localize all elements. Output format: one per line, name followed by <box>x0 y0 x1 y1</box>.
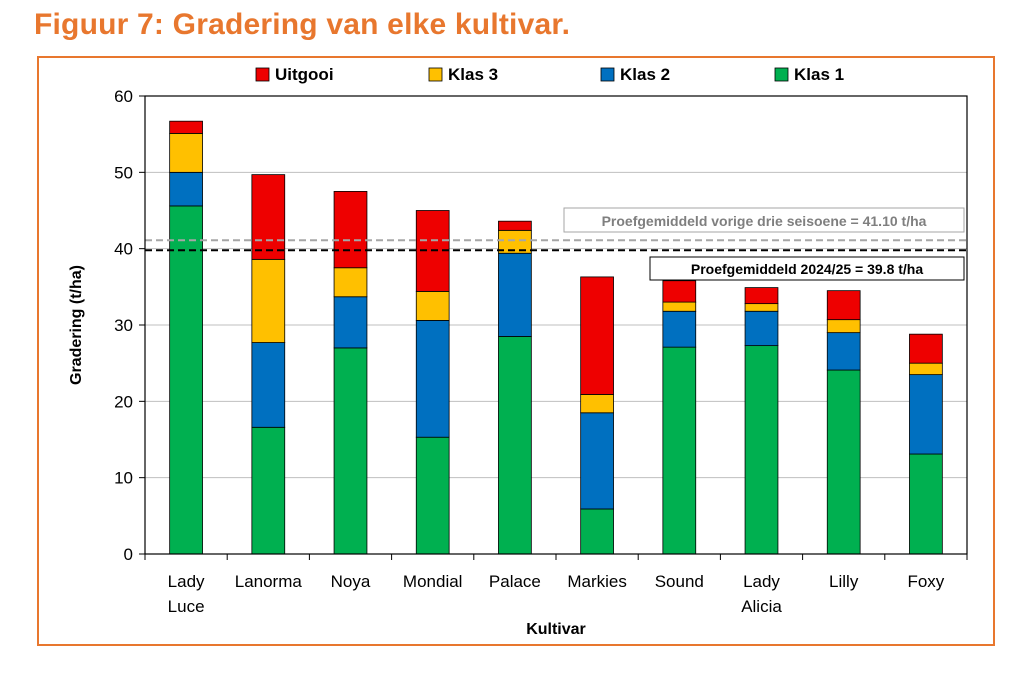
bar-segment <box>333 267 368 298</box>
reference-label-box <box>563 207 965 233</box>
x-tick-label: Foxy <box>907 572 944 591</box>
bar-segment <box>744 345 779 555</box>
legend-label: Uitgooi <box>275 65 334 84</box>
bar-segment <box>826 319 861 334</box>
reference-label-box <box>649 256 965 281</box>
bar-segment <box>662 280 697 303</box>
bar-segment <box>580 508 614 555</box>
y-tick-label: 20 <box>114 392 133 411</box>
x-tick-label: Markies <box>567 572 627 591</box>
legend-label: Klas 3 <box>448 65 498 84</box>
chart-frame: Proefgemiddeld vorige drie seisoene = 41… <box>37 56 995 646</box>
y-tick-label: 60 <box>114 87 133 106</box>
reference-label: Proefgemiddeld vorige drie seisoene = 41… <box>602 213 927 229</box>
bar-segment <box>251 342 286 428</box>
bars <box>169 120 943 555</box>
bar-segment <box>169 133 203 173</box>
bar-segment <box>909 362 943 376</box>
stacked-bar-chart: Proefgemiddeld vorige drie seisoene = 41… <box>68 65 968 638</box>
x-tick-label: Sound <box>655 572 704 591</box>
bar-segment <box>826 290 861 321</box>
bar-segment <box>662 346 697 555</box>
x-tick-label: Palace <box>489 572 541 591</box>
bar-segment <box>333 347 368 555</box>
bar-segment <box>744 303 779 312</box>
bar-segment <box>909 374 943 455</box>
bar-segment <box>580 394 614 414</box>
x-tick-label: Luce <box>168 597 205 616</box>
x-tick-label: Alicia <box>741 597 782 616</box>
bar-segment <box>580 276 614 395</box>
reference-lines: Proefgemiddeld vorige drie seisoene = 41… <box>145 207 967 281</box>
bar-segment <box>580 412 614 510</box>
bar-segment <box>169 205 203 555</box>
x-tick-label: Lady <box>168 572 205 591</box>
bar-segment <box>744 287 779 305</box>
bar-segment <box>169 171 203 207</box>
bar-segment <box>415 291 450 321</box>
reference-label: Proefgemiddeld 2024/25 = 39.8 t/ha <box>691 261 923 277</box>
y-tick-label: 10 <box>114 469 133 488</box>
legend: Uitgooi Klas 3 Klas 2 Klas 1 <box>255 65 844 84</box>
bar-segment <box>909 333 943 364</box>
bar-segment <box>251 426 286 555</box>
y-tick-label: 50 <box>114 163 133 182</box>
bar-segment <box>909 453 943 555</box>
legend-label: Klas 1 <box>794 65 844 84</box>
bar-segment <box>744 310 779 347</box>
x-tick-label: Mondial <box>403 572 463 591</box>
bar-segment <box>333 191 368 269</box>
y-tick-label: 30 <box>114 316 133 335</box>
legend-swatch <box>774 67 789 82</box>
bar-segment <box>251 174 286 260</box>
bar-segment <box>826 369 861 555</box>
bar-segment <box>415 436 450 555</box>
x-tick-label: Lanorma <box>235 572 303 591</box>
legend-swatch <box>255 67 270 82</box>
x-tick-label: Lady <box>743 572 780 591</box>
bar-segment <box>498 252 532 337</box>
x-tick-label: Lilly <box>829 572 859 591</box>
bar-segment <box>169 120 203 134</box>
bar-segment <box>826 332 861 371</box>
bar-segment <box>415 320 450 438</box>
legend-swatch <box>600 67 615 82</box>
legend-swatch <box>428 67 443 82</box>
bar-segment <box>498 220 532 231</box>
bar-segment <box>251 258 286 343</box>
bar-segment <box>662 301 697 312</box>
bar-segment <box>498 336 532 555</box>
bar-segment <box>333 296 368 349</box>
x-axis-label: Kultivar <box>526 621 586 638</box>
x-tick-label: Noya <box>331 572 371 591</box>
y-axis-label: Gradering (t/ha) <box>68 265 85 385</box>
x-axis: Lady Luce Lanorma Noya Mondial Palace Markies S… <box>144 554 968 616</box>
bar-segment <box>662 310 697 348</box>
legend-label: Klas 2 <box>620 65 670 84</box>
y-axis: 0 10 20 30 40 50 60 <box>114 87 145 564</box>
figure-title: Figuur 7: Gradering van elke kultivar. <box>34 8 571 41</box>
y-tick-label: 0 <box>124 545 133 564</box>
y-tick-label: 40 <box>114 240 133 259</box>
